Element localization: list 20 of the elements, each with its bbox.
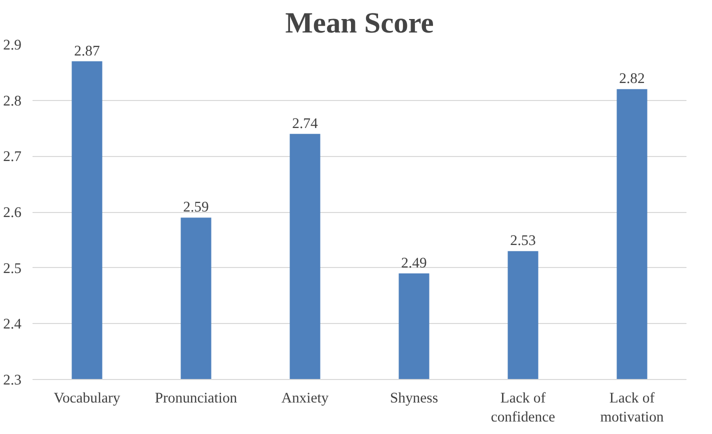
x-tick-label: Vocabulary [54, 390, 121, 406]
y-tick-label: 2.8 [3, 93, 22, 110]
data-label: 2.59 [183, 200, 209, 216]
data-label: 2.53 [510, 233, 536, 250]
data-label: 2.82 [619, 71, 645, 88]
x-tick-label: Pronunciation [154, 390, 238, 406]
y-tick-label: 2.4 [3, 316, 22, 333]
data-label: 2.74 [292, 116, 318, 132]
y-tick-label: 2.6 [3, 205, 22, 221]
data-label: 2.49 [401, 255, 427, 272]
y-tick-label: 2.5 [3, 260, 22, 277]
x-tick-label: Shyness [390, 390, 438, 406]
x-tick-label: Anxiety [281, 390, 330, 406]
y-tick-label: 2.9 [3, 38, 22, 54]
x-tick-label: Lack of motivation [600, 390, 664, 426]
y-tick-label: 2.7 [3, 149, 22, 166]
y-tick-label: 2.3 [3, 372, 22, 388]
x-tick-label: Lack of confidence [490, 390, 556, 426]
data-label: 2.87 [74, 43, 100, 60]
chart-title: Mean Score [285, 8, 434, 40]
